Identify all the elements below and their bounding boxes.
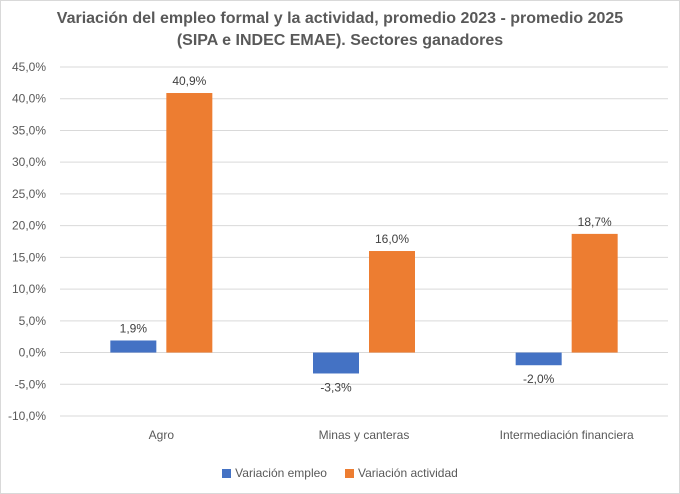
y-tick-label: 30,0% [12,155,46,169]
data-label: -2,0% [523,372,555,386]
y-tick-label: 15,0% [12,250,46,264]
data-label: 1,9% [120,321,148,335]
data-label: 40,9% [172,74,206,88]
legend-swatch-actividad [344,468,354,478]
bar-actividad-2 [571,233,618,353]
data-label: 18,7% [578,215,612,229]
legend-item-empleo: Variación empleo [222,466,327,480]
gridlines [60,66,668,417]
y-tick-label: 35,0% [12,123,46,137]
legend-item-actividad: Variación actividad [344,466,458,480]
category-label: Agro [149,428,175,442]
y-tick-label: 0,0% [19,346,47,360]
bar-actividad-1 [369,251,415,353]
y-tick-label: -5,0% [15,377,47,391]
y-tick-label: 10,0% [12,282,46,296]
chart-title: Variación del empleo formal y la activid… [56,10,624,49]
y-tick-label: 45,0% [12,60,46,74]
data-label: 16,0% [375,232,409,246]
y-tick-label: 5,0% [19,314,47,328]
category-labels: Agro Minas y canteras Intermediación finan… [149,428,634,442]
bar-empleo-1 [313,352,359,374]
bar-empleo-2 [515,352,562,366]
bar-empleo-0 [110,340,157,353]
data-label: -3,3% [320,380,352,394]
category-label: Intermediación financiera [500,428,634,442]
y-tick-label: 20,0% [12,219,46,233]
bars [110,93,618,374]
y-tick-label: 40,0% [12,92,46,106]
category-label: Minas y canteras [319,428,410,442]
legend-swatch-empleo [222,468,232,478]
y-tick-label: 25,0% [12,187,46,201]
data-labels: 1,9% 40,9% -3,3% 16,0% -2,0% 18,7% [120,74,612,394]
y-axis-labels: -10,0% -5,0% 0,0% 5,0% 10,0% 15,0% 20,0% 25,0% 3… [8,60,46,423]
legend: Variación empleo Variación actividad [0,466,680,480]
legend-label-empleo: Variación empleo [235,466,327,480]
bar-actividad-0 [166,93,213,353]
legend-label-actividad: Variación actividad [357,466,458,480]
y-tick-label: -10,0% [8,409,46,423]
